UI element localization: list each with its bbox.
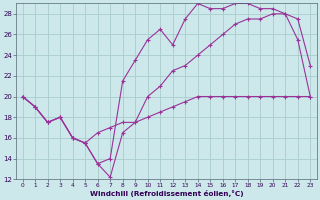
X-axis label: Windchill (Refroidissement éolien,°C): Windchill (Refroidissement éolien,°C)	[90, 190, 243, 197]
